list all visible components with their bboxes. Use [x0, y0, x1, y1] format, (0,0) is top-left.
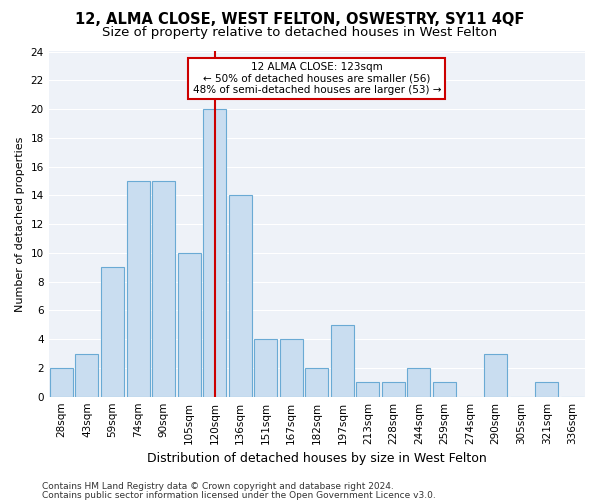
Bar — [433, 382, 456, 396]
Bar — [382, 382, 405, 396]
Text: 12, ALMA CLOSE, WEST FELTON, OSWESTRY, SY11 4QF: 12, ALMA CLOSE, WEST FELTON, OSWESTRY, S… — [76, 12, 524, 28]
Bar — [203, 109, 226, 397]
Bar — [229, 196, 252, 396]
Bar — [76, 354, 98, 397]
Text: Size of property relative to detached houses in West Felton: Size of property relative to detached ho… — [103, 26, 497, 39]
Bar — [50, 368, 73, 396]
Bar — [254, 339, 277, 396]
Bar — [152, 181, 175, 396]
X-axis label: Distribution of detached houses by size in West Felton: Distribution of detached houses by size … — [147, 452, 487, 465]
Y-axis label: Number of detached properties: Number of detached properties — [15, 136, 25, 312]
Text: Contains HM Land Registry data © Crown copyright and database right 2024.: Contains HM Land Registry data © Crown c… — [42, 482, 394, 491]
Bar — [178, 253, 200, 396]
Bar — [356, 382, 379, 396]
Bar — [127, 181, 149, 396]
Text: Contains public sector information licensed under the Open Government Licence v3: Contains public sector information licen… — [42, 490, 436, 500]
Bar — [331, 325, 354, 396]
Bar — [101, 267, 124, 396]
Bar — [280, 339, 303, 396]
Bar — [407, 368, 430, 396]
Bar — [535, 382, 558, 396]
Text: 12 ALMA CLOSE: 123sqm
← 50% of detached houses are smaller (56)
48% of semi-deta: 12 ALMA CLOSE: 123sqm ← 50% of detached … — [193, 62, 441, 95]
Bar — [484, 354, 507, 397]
Bar — [305, 368, 328, 396]
